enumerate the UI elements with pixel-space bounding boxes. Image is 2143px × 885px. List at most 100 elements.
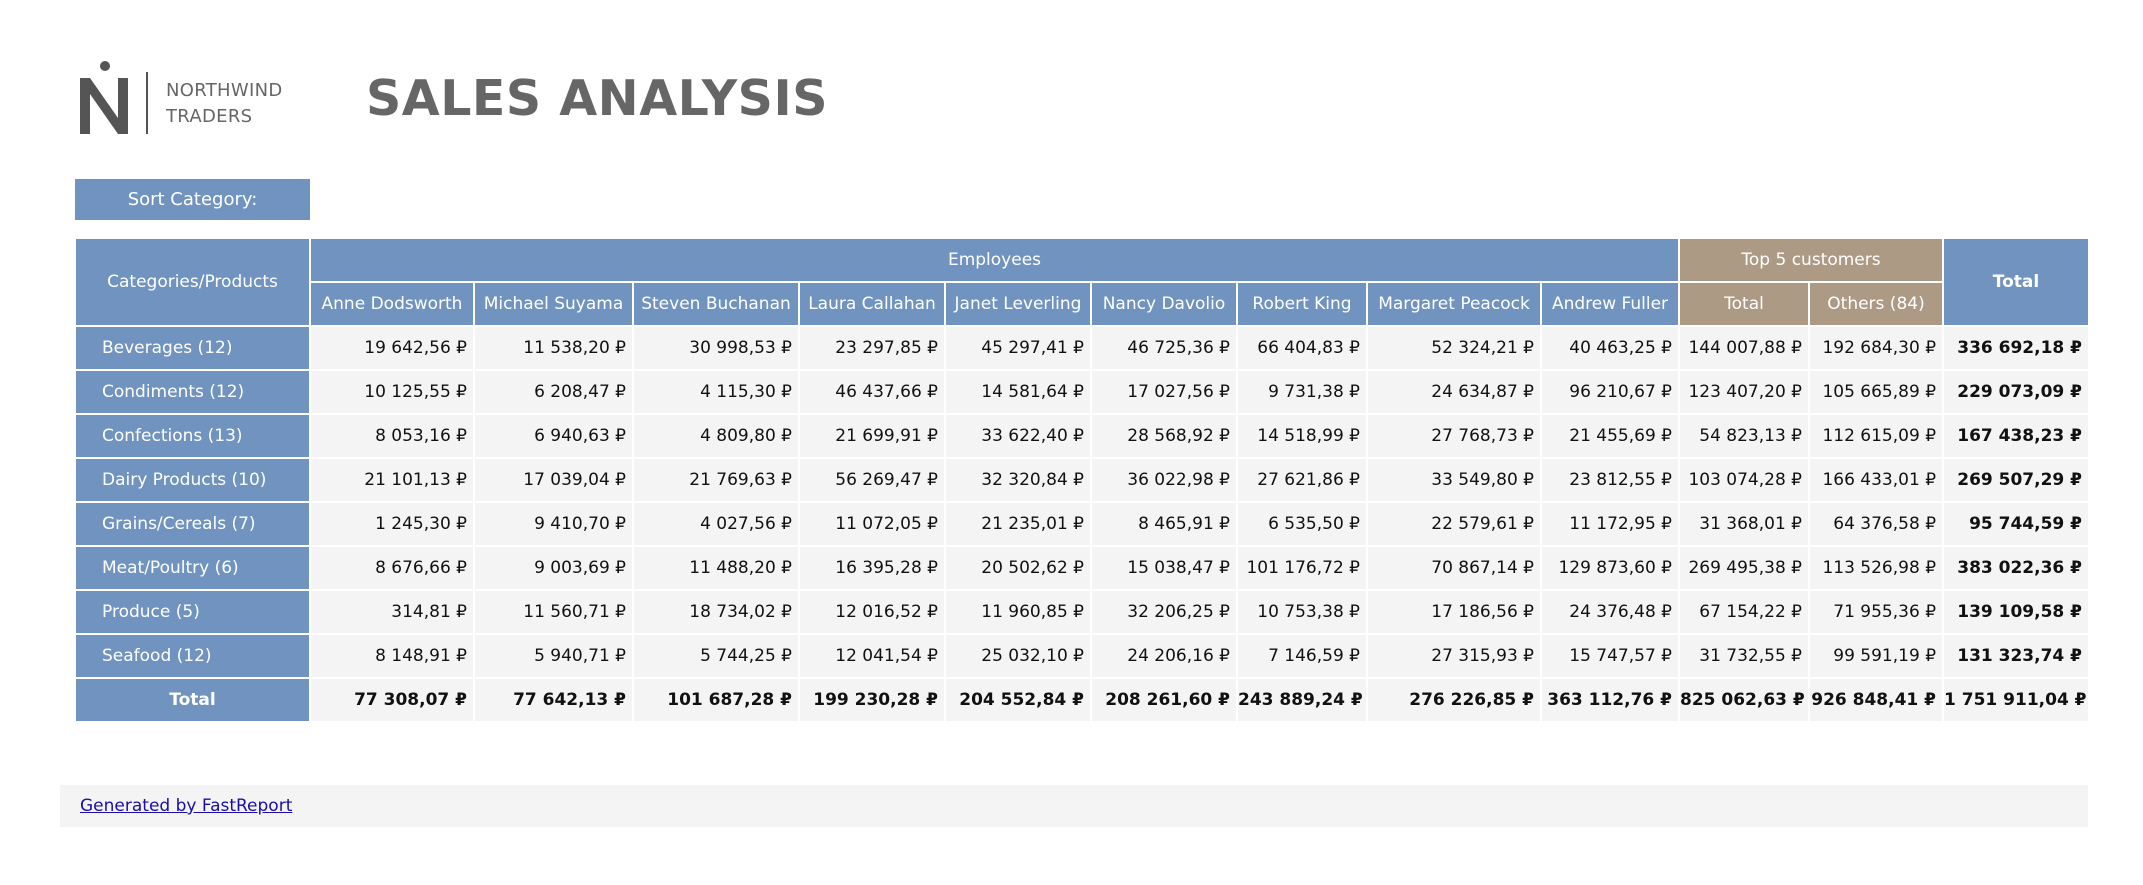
value-cell: 24 634,87 ₽ [1368, 371, 1540, 413]
category-row-header[interactable]: Condiments (12) [76, 371, 309, 413]
row-total-cell: 269 507,29 ₽ [1944, 459, 2089, 501]
row-total-cell: 167 438,23 ₽ [1944, 415, 2089, 457]
northwind-logo-icon [80, 61, 128, 134]
employee-column-header: Andrew Fuller [1542, 283, 1678, 325]
value-cell: 5 940,71 ₽ [475, 635, 632, 677]
value-cell: 8 053,16 ₽ [311, 415, 473, 457]
sort-category-button[interactable]: Sort Category: [75, 179, 310, 220]
totals-row: Total 77 308,07 ₽77 642,13 ₽101 687,28 ₽1… [76, 679, 2089, 721]
value-cell: 40 463,25 ₽ [1542, 327, 1678, 369]
value-cell: 112 615,09 ₽ [1810, 415, 1943, 457]
value-cell: 314,81 ₽ [311, 591, 473, 633]
table-row: Seafood (12) 8 148,91 ₽5 940,71 ₽5 744,25… [76, 635, 2089, 677]
value-cell: 15 038,47 ₽ [1092, 547, 1236, 589]
value-cell: 24 376,48 ₽ [1542, 591, 1678, 633]
value-cell: 27 621,86 ₽ [1238, 459, 1366, 501]
employee-column-header: Michael Suyama [475, 283, 632, 325]
value-cell: 46 725,36 ₽ [1092, 327, 1236, 369]
top5-column-header: Total [1680, 283, 1808, 325]
employee-column-header: Janet Leverling [946, 283, 1090, 325]
value-cell: 113 526,98 ₽ [1810, 547, 1943, 589]
brand-name: NORTHWIND TRADERS [166, 78, 283, 130]
value-cell: 14 581,64 ₽ [946, 371, 1090, 413]
value-cell: 1 245,30 ₽ [311, 503, 473, 545]
value-cell: 6 208,47 ₽ [475, 371, 632, 413]
value-cell: 21 699,91 ₽ [800, 415, 944, 457]
value-cell: 9 003,69 ₽ [475, 547, 632, 589]
grand-total-cell: 1 751 911,04 ₽ [1944, 679, 2089, 721]
column-total-cell: 363 112,76 ₽ [1542, 679, 1678, 721]
brand-logo: NORTHWIND TRADERS [78, 60, 298, 140]
value-cell: 52 324,21 ₽ [1368, 327, 1540, 369]
column-total-cell: 77 642,13 ₽ [475, 679, 632, 721]
value-cell: 11 560,71 ₽ [475, 591, 632, 633]
fastreport-link[interactable]: Generated by FastReport [80, 796, 293, 816]
category-row-header[interactable]: Seafood (12) [76, 635, 309, 677]
row-total-cell: 229 073,09 ₽ [1944, 371, 2089, 413]
value-cell: 22 579,61 ₽ [1368, 503, 1540, 545]
category-row-header[interactable]: Confections (13) [76, 415, 309, 457]
value-cell: 11 960,85 ₽ [946, 591, 1090, 633]
value-cell: 16 395,28 ₽ [800, 547, 944, 589]
employee-column-header: Robert King [1238, 283, 1366, 325]
value-cell: 19 642,56 ₽ [311, 327, 473, 369]
value-cell: 8 676,66 ₽ [311, 547, 473, 589]
column-total-cell: 243 889,24 ₽ [1238, 679, 1366, 721]
row-total-cell: 139 109,58 ₽ [1944, 591, 2089, 633]
value-cell: 33 549,80 ₽ [1368, 459, 1540, 501]
value-cell: 31 368,01 ₽ [1680, 503, 1808, 545]
value-cell: 4 115,30 ₽ [634, 371, 798, 413]
value-cell: 28 568,92 ₽ [1092, 415, 1236, 457]
value-cell: 15 747,57 ₽ [1542, 635, 1678, 677]
total-column-header: Total [1944, 239, 2089, 325]
column-total-cell: 825 062,63 ₽ [1680, 679, 1808, 721]
value-cell: 27 768,73 ₽ [1368, 415, 1540, 457]
totals-row-header: Total [76, 679, 309, 721]
value-cell: 17 186,56 ₽ [1368, 591, 1540, 633]
table-row: Condiments (12) 10 125,55 ₽6 208,47 ₽4 11… [76, 371, 2089, 413]
value-cell: 11 172,95 ₽ [1542, 503, 1678, 545]
value-cell: 99 591,19 ₽ [1810, 635, 1943, 677]
value-cell: 23 297,85 ₽ [800, 327, 944, 369]
value-cell: 20 502,62 ₽ [946, 547, 1090, 589]
value-cell: 269 495,38 ₽ [1680, 547, 1808, 589]
table-row: Confections (13) 8 053,16 ₽6 940,63 ₽4 80… [76, 415, 2089, 457]
value-cell: 46 437,66 ₽ [800, 371, 944, 413]
value-cell: 7 146,59 ₽ [1238, 635, 1366, 677]
table-row: Grains/Cereals (7) 1 245,30 ₽9 410,70 ₽4 … [76, 503, 2089, 545]
employee-column-header: Steven Buchanan [634, 283, 798, 325]
corner-header: Categories/Products [76, 239, 309, 325]
table-row: Meat/Poultry (6) 8 676,66 ₽9 003,69 ₽11 4… [76, 547, 2089, 589]
top5-group-header: Top 5 customers [1680, 239, 1943, 281]
column-total-cell: 77 308,07 ₽ [311, 679, 473, 721]
table-row: Produce (5) 314,81 ₽11 560,71 ₽18 734,02 … [76, 591, 2089, 633]
footer-bar: Generated by FastReport [60, 785, 2088, 827]
value-cell: 21 769,63 ₽ [634, 459, 798, 501]
value-cell: 11 488,20 ₽ [634, 547, 798, 589]
value-cell: 64 376,58 ₽ [1810, 503, 1943, 545]
value-cell: 27 315,93 ₽ [1368, 635, 1540, 677]
value-cell: 36 022,98 ₽ [1092, 459, 1236, 501]
value-cell: 6 940,63 ₽ [475, 415, 632, 457]
category-row-header[interactable]: Grains/Cereals (7) [76, 503, 309, 545]
value-cell: 32 320,84 ₽ [946, 459, 1090, 501]
value-cell: 4 027,56 ₽ [634, 503, 798, 545]
category-row-header[interactable]: Dairy Products (10) [76, 459, 309, 501]
value-cell: 144 007,88 ₽ [1680, 327, 1808, 369]
value-cell: 25 032,10 ₽ [946, 635, 1090, 677]
value-cell: 56 269,47 ₽ [800, 459, 944, 501]
value-cell: 9 410,70 ₽ [475, 503, 632, 545]
value-cell: 4 809,80 ₽ [634, 415, 798, 457]
category-row-header[interactable]: Produce (5) [76, 591, 309, 633]
column-total-cell: 199 230,28 ₽ [800, 679, 944, 721]
sales-matrix: Categories/Products Employees Top 5 cust… [74, 237, 2090, 723]
value-cell: 6 535,50 ₽ [1238, 503, 1366, 545]
category-row-header[interactable]: Meat/Poultry (6) [76, 547, 309, 589]
value-cell: 129 873,60 ₽ [1542, 547, 1678, 589]
category-row-header[interactable]: Beverages (12) [76, 327, 309, 369]
column-total-cell: 276 226,85 ₽ [1368, 679, 1540, 721]
page-title: SALES ANALYSIS [366, 70, 828, 127]
value-cell: 54 823,13 ₽ [1680, 415, 1808, 457]
value-cell: 9 731,38 ₽ [1238, 371, 1366, 413]
employee-column-header: Anne Dodsworth [311, 283, 473, 325]
